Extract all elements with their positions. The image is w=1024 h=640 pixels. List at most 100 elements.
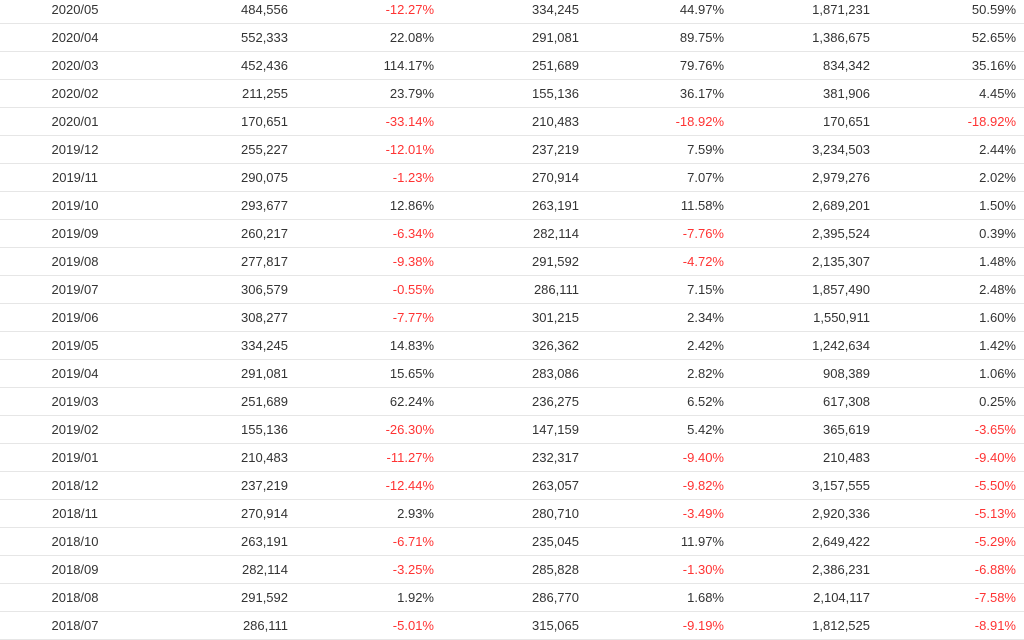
table-row: 2019/08 277,817 -9.38% 291,592 -4.72% 2,135,3… bbox=[0, 248, 1024, 276]
table-cell-change-b: -3.49% bbox=[682, 506, 724, 521]
table-cell-cumulative-change: -5.13% bbox=[974, 506, 1016, 521]
table-row: 2018/10 263,191 -6.71% 235,045 11.97% 2,649,4… bbox=[0, 528, 1024, 556]
table-cell-change-b: 11.58% bbox=[680, 198, 724, 213]
table-cell-change-a: -0.55% bbox=[392, 282, 434, 297]
table-cell-cumulative-change: -9.40% bbox=[974, 450, 1016, 465]
table-cell-period: 2018/09 bbox=[51, 562, 99, 577]
table-cell-cumulative: 170,651 bbox=[823, 114, 870, 129]
table-cell-cumulative: 210,483 bbox=[823, 450, 870, 465]
table-row: 2019/11 290,075 -1.23% 270,914 7.07% 2,979,27… bbox=[0, 164, 1024, 192]
table-cell-cumulative: 2,135,307 bbox=[812, 254, 870, 269]
table-cell-value-a: 291,081 bbox=[241, 366, 288, 381]
table-cell-change-a: 15.65% bbox=[389, 366, 434, 381]
table-cell-cumulative-change: -6.88% bbox=[974, 562, 1016, 577]
table-cell-change-a: 23.79% bbox=[389, 86, 434, 101]
table-cell-period: 2019/05 bbox=[51, 338, 99, 353]
table-cell-change-a: 1.92% bbox=[397, 590, 434, 605]
table-cell-change-b: 5.42% bbox=[687, 422, 724, 437]
table-cell-cumulative-change: -7.58% bbox=[974, 590, 1016, 605]
table-cell-period: 2019/02 bbox=[51, 422, 99, 437]
table-cell-cumulative: 617,308 bbox=[823, 394, 870, 409]
table-cell-value-a: 484,556 bbox=[241, 2, 288, 17]
table-cell-value-b: 291,592 bbox=[532, 254, 579, 269]
table-cell-change-a: -11.27% bbox=[386, 450, 434, 465]
table-cell-value-b: 283,086 bbox=[532, 366, 579, 381]
table-cell-period: 2019/06 bbox=[51, 310, 99, 325]
table-cell-value-a: 255,227 bbox=[241, 142, 288, 157]
table-cell-cumulative: 3,234,503 bbox=[812, 142, 870, 157]
table-cell-period: 2019/03 bbox=[51, 394, 99, 409]
table-cell-value-a: 260,217 bbox=[241, 226, 288, 241]
table-cell-cumulative: 381,906 bbox=[823, 86, 870, 101]
table-cell-change-a: -9.38% bbox=[392, 254, 434, 269]
table-cell-cumulative: 908,389 bbox=[823, 366, 870, 381]
table-cell-cumulative: 2,979,276 bbox=[812, 170, 870, 185]
table-cell-change-b: 79.76% bbox=[679, 58, 724, 73]
table-cell-value-a: 306,579 bbox=[241, 282, 288, 297]
table-cell-change-a: -12.01% bbox=[385, 142, 434, 157]
table-cell-value-a: 251,689 bbox=[241, 394, 288, 409]
table-cell-value-a: 282,114 bbox=[241, 562, 288, 577]
table-cell-cumulative-change: 1.06% bbox=[979, 366, 1016, 381]
table-cell-change-a: -6.71% bbox=[392, 534, 434, 549]
table-cell-period: 2019/07 bbox=[51, 282, 99, 297]
table-cell-cumulative: 1,812,525 bbox=[812, 618, 870, 633]
table-cell-period: 2019/09 bbox=[51, 226, 99, 241]
table-cell-change-a: -1.23% bbox=[392, 170, 434, 185]
table-cell-change-b: 36.17% bbox=[679, 86, 724, 101]
table-cell-period: 2019/08 bbox=[51, 254, 99, 269]
table-cell-cumulative-change: -3.65% bbox=[974, 422, 1016, 437]
table-row: 2019/02 155,136 -26.30% 147,159 5.42% 365,619… bbox=[0, 416, 1024, 444]
table-cell-cumulative-change: 4.45% bbox=[979, 86, 1016, 101]
table-row: 2019/12 255,227 -12.01% 237,219 7.59% 3,234,5… bbox=[0, 136, 1024, 164]
table-cell-value-a: 291,592 bbox=[241, 590, 288, 605]
table-cell-cumulative: 1,871,231 bbox=[812, 2, 870, 17]
table-row: 2020/05 484,556 -12.27% 334,245 44.97% 1,871,… bbox=[0, 0, 1024, 24]
table-cell-value-a: 293,677 bbox=[241, 198, 288, 213]
table-row: 2019/01 210,483 -11.27% 232,317 -9.40% 210,48… bbox=[0, 444, 1024, 472]
table-cell-value-a: 552,333 bbox=[241, 30, 288, 45]
table-cell-change-b: -9.40% bbox=[682, 450, 724, 465]
table-cell-cumulative-change: -5.50% bbox=[974, 478, 1016, 493]
table-cell-change-b: 89.75% bbox=[679, 30, 724, 45]
table-row: 2018/12 237,219 -12.44% 263,057 -9.82% 3,157,… bbox=[0, 472, 1024, 500]
table-cell-cumulative-change: 0.25% bbox=[979, 394, 1016, 409]
table-cell-value-a: 211,255 bbox=[241, 86, 288, 101]
table-cell-cumulative-change: 52.65% bbox=[971, 30, 1016, 45]
table-cell-change-b: 2.82% bbox=[687, 366, 724, 381]
table-cell-cumulative-change: -5.29% bbox=[974, 534, 1016, 549]
table-cell-value-b: 263,191 bbox=[532, 198, 579, 213]
table-cell-change-b: -9.19% bbox=[682, 618, 724, 633]
table-cell-value-b: 280,710 bbox=[532, 506, 579, 521]
table-cell-cumulative-change: 1.42% bbox=[979, 338, 1016, 353]
table-row: 2018/07 286,111 -5.01% 315,065 -9.19% 1,812,5… bbox=[0, 612, 1024, 640]
table-cell-value-b: 291,081 bbox=[532, 30, 579, 45]
table-cell-period: 2018/12 bbox=[51, 478, 99, 493]
table-cell-cumulative: 3,157,555 bbox=[812, 478, 870, 493]
table-cell-change-b: 44.97% bbox=[679, 2, 724, 17]
table-cell-cumulative: 1,550,911 bbox=[813, 310, 870, 325]
table-cell-value-a: 170,651 bbox=[241, 114, 288, 129]
table-cell-value-a: 155,136 bbox=[241, 422, 288, 437]
table-cell-value-b: 315,065 bbox=[532, 618, 579, 633]
table-cell-cumulative-change: -18.92% bbox=[967, 114, 1016, 129]
table-cell-value-a: 277,817 bbox=[241, 254, 288, 269]
table-cell-cumulative: 2,386,231 bbox=[812, 562, 870, 577]
table-row: 2018/08 291,592 1.92% 286,770 1.68% 2,104,117… bbox=[0, 584, 1024, 612]
table-cell-change-b: 1.68% bbox=[687, 590, 724, 605]
table-cell-change-b: 2.42% bbox=[687, 338, 724, 353]
table-cell-value-a: 270,914 bbox=[241, 506, 288, 521]
table-row: 2019/05 334,245 14.83% 326,362 2.42% 1,242,63… bbox=[0, 332, 1024, 360]
table-cell-cumulative-change: -8.91% bbox=[974, 618, 1016, 633]
table-cell-cumulative: 1,242,634 bbox=[812, 338, 870, 353]
table-cell-change-b: -18.92% bbox=[675, 114, 724, 129]
table-cell-change-b: 7.07% bbox=[687, 170, 724, 185]
table-cell-value-b: 270,914 bbox=[532, 170, 579, 185]
table-cell-period: 2020/01 bbox=[51, 114, 99, 129]
table-cell-value-b: 286,770 bbox=[532, 590, 579, 605]
table-cell-cumulative: 2,395,524 bbox=[812, 226, 870, 241]
table-row: 2019/10 293,677 12.86% 263,191 11.58% 2,689,2… bbox=[0, 192, 1024, 220]
table-cell-change-b: -9.82% bbox=[682, 478, 724, 493]
table-row: 2019/03 251,689 62.24% 236,275 6.52% 617,308 0… bbox=[0, 388, 1024, 416]
